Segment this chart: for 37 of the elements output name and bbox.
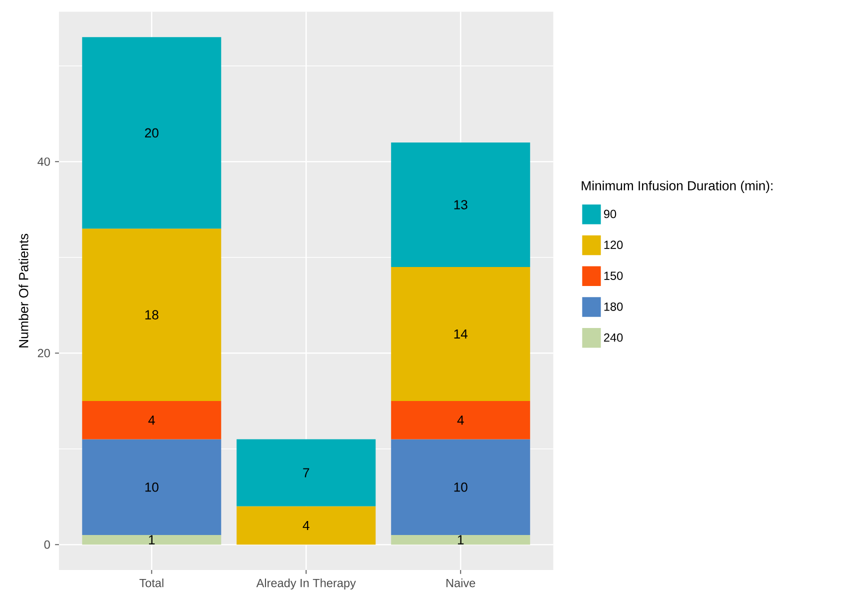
bar <box>82 439 222 535</box>
bar <box>236 506 376 544</box>
data-label: 18 <box>145 310 158 320</box>
data-label: 20 <box>145 128 158 138</box>
data-label: 7 <box>303 468 310 478</box>
data-label: 14 <box>454 329 468 338</box>
data-label: 1 <box>458 535 464 544</box>
x-tick-label: Already In Therapy <box>256 578 356 590</box>
x-tick-label: Naive <box>446 578 476 588</box>
legend-label: 150 <box>604 271 623 280</box>
legend-label: 180 <box>604 302 623 311</box>
bar <box>82 36 222 228</box>
bar <box>391 534 530 544</box>
data-label: 13 <box>454 200 468 210</box>
bar <box>82 534 222 544</box>
bar <box>236 439 376 506</box>
data-label: 10 <box>454 482 468 492</box>
data-label: 4 <box>457 415 464 424</box>
y-tick-label: 40 <box>38 157 50 166</box>
bar <box>391 266 530 401</box>
data-label: 4 <box>302 520 310 530</box>
data-label: 1 <box>149 535 155 544</box>
bar <box>391 439 530 535</box>
y-tick-label: 20 <box>38 348 50 358</box>
bar <box>391 142 530 267</box>
y-axis-title: Number Of Patients <box>18 234 28 348</box>
bar <box>391 400 530 440</box>
legend-label: 90 <box>604 210 616 218</box>
data-label: 10 <box>145 482 158 492</box>
legend-label: 120 <box>604 240 623 249</box>
legend-label: 240 <box>604 333 623 342</box>
x-tick-label: Total <box>139 578 164 588</box>
y-tick-label: 0 <box>44 540 50 549</box>
bar <box>82 228 222 401</box>
data-label: 4 <box>148 415 155 424</box>
legend-title: Minimum Infusion Duration (min): <box>582 180 772 193</box>
bar <box>82 400 222 440</box>
